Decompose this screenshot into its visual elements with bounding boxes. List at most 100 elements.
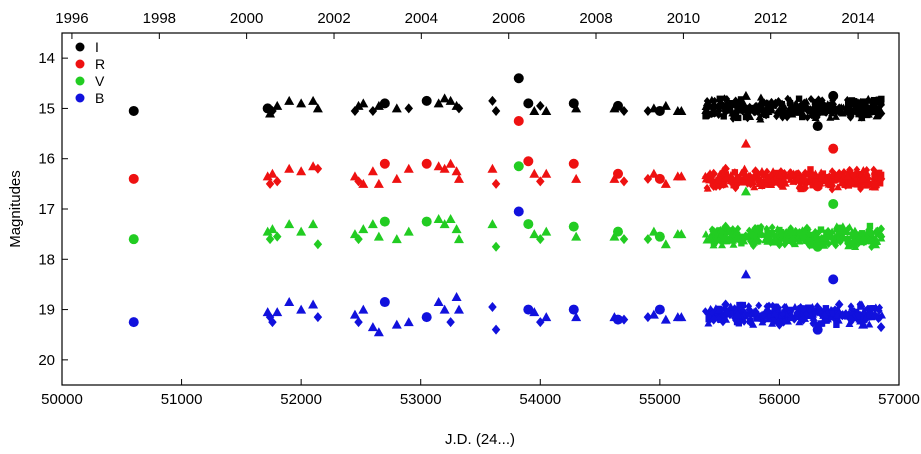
data-point <box>722 315 731 323</box>
data-point <box>775 239 784 250</box>
y-tick-label: 18 <box>38 251 55 268</box>
data-point <box>541 168 552 178</box>
data-point <box>619 314 629 325</box>
data-point <box>523 304 534 315</box>
data-point <box>571 103 582 113</box>
data-point <box>812 324 823 335</box>
data-point <box>732 173 743 183</box>
data-point <box>353 100 364 110</box>
data-point <box>747 319 755 328</box>
data-point <box>284 163 295 173</box>
data-point <box>866 222 874 230</box>
data-point <box>676 229 687 239</box>
data-point <box>821 315 829 322</box>
data-point <box>703 183 711 192</box>
data-point <box>822 305 830 312</box>
y-tick-label: 16 <box>38 151 55 168</box>
data-point <box>721 105 730 116</box>
data-point <box>262 226 273 236</box>
data-point <box>719 181 726 189</box>
data-point <box>871 172 878 179</box>
data-point <box>619 105 629 116</box>
data-point <box>799 314 808 325</box>
data-point <box>870 309 881 319</box>
data-point <box>654 304 665 315</box>
y-axis-title: Magnitudes <box>7 170 24 248</box>
data-point <box>128 234 139 245</box>
data-point <box>613 168 624 179</box>
data-point <box>825 101 833 110</box>
data-point <box>451 292 462 301</box>
data-point <box>724 227 731 234</box>
data-point <box>872 112 881 120</box>
data-point <box>799 173 808 184</box>
data-point <box>876 108 886 119</box>
data-point <box>734 114 742 122</box>
data-point <box>811 173 819 181</box>
data-point <box>799 113 806 121</box>
data-point <box>813 302 821 311</box>
data-point <box>513 206 524 217</box>
data-point <box>817 226 825 233</box>
data-point <box>284 95 295 105</box>
data-point <box>775 319 784 330</box>
data-point <box>764 314 773 323</box>
data-point <box>795 175 803 183</box>
data-point <box>782 237 790 244</box>
data-point <box>272 176 282 187</box>
data-point <box>358 98 369 108</box>
data-point <box>721 163 730 174</box>
top-tick-label: 2000 <box>230 10 263 27</box>
data-point <box>776 226 783 234</box>
data-point <box>491 241 501 252</box>
data-point <box>834 226 844 237</box>
data-point <box>272 231 282 242</box>
data-point <box>740 169 748 177</box>
data-point <box>852 308 860 316</box>
data-point <box>860 308 869 316</box>
data-point <box>863 166 871 175</box>
data-point <box>786 168 797 178</box>
y-tick-label: 14 <box>38 50 55 67</box>
data-point <box>721 299 730 310</box>
data-point <box>787 306 794 314</box>
data-point <box>780 175 789 183</box>
data-point <box>715 111 723 120</box>
data-point <box>817 168 826 176</box>
data-point <box>788 234 797 242</box>
data-point <box>856 300 864 309</box>
data-point <box>268 317 277 328</box>
data-point <box>878 311 887 319</box>
series-I-dense-cluster <box>701 93 885 123</box>
data-point <box>451 166 462 176</box>
series-B <box>128 206 887 337</box>
data-point <box>445 95 456 105</box>
data-point <box>740 317 748 326</box>
data-point <box>770 317 777 325</box>
data-point <box>265 234 275 245</box>
data-point <box>828 167 836 176</box>
data-point <box>729 240 738 248</box>
data-point <box>571 173 582 183</box>
data-point <box>846 178 856 189</box>
data-point <box>313 163 323 174</box>
data-point <box>609 173 620 183</box>
data-point <box>568 221 579 232</box>
data-point <box>349 309 360 319</box>
data-point <box>403 163 414 173</box>
data-point <box>709 314 718 325</box>
data-point <box>523 156 534 167</box>
data-point <box>782 230 791 238</box>
x-tick-label: 52000 <box>280 391 322 408</box>
data-point <box>792 108 801 116</box>
data-point <box>827 310 835 317</box>
data-point <box>379 158 390 169</box>
data-point <box>742 232 750 241</box>
data-point <box>296 304 307 314</box>
legend-label: I <box>95 39 99 55</box>
y-tick-label: 17 <box>38 201 55 218</box>
data-point <box>751 166 760 177</box>
data-point <box>262 171 273 181</box>
data-point <box>803 230 810 237</box>
